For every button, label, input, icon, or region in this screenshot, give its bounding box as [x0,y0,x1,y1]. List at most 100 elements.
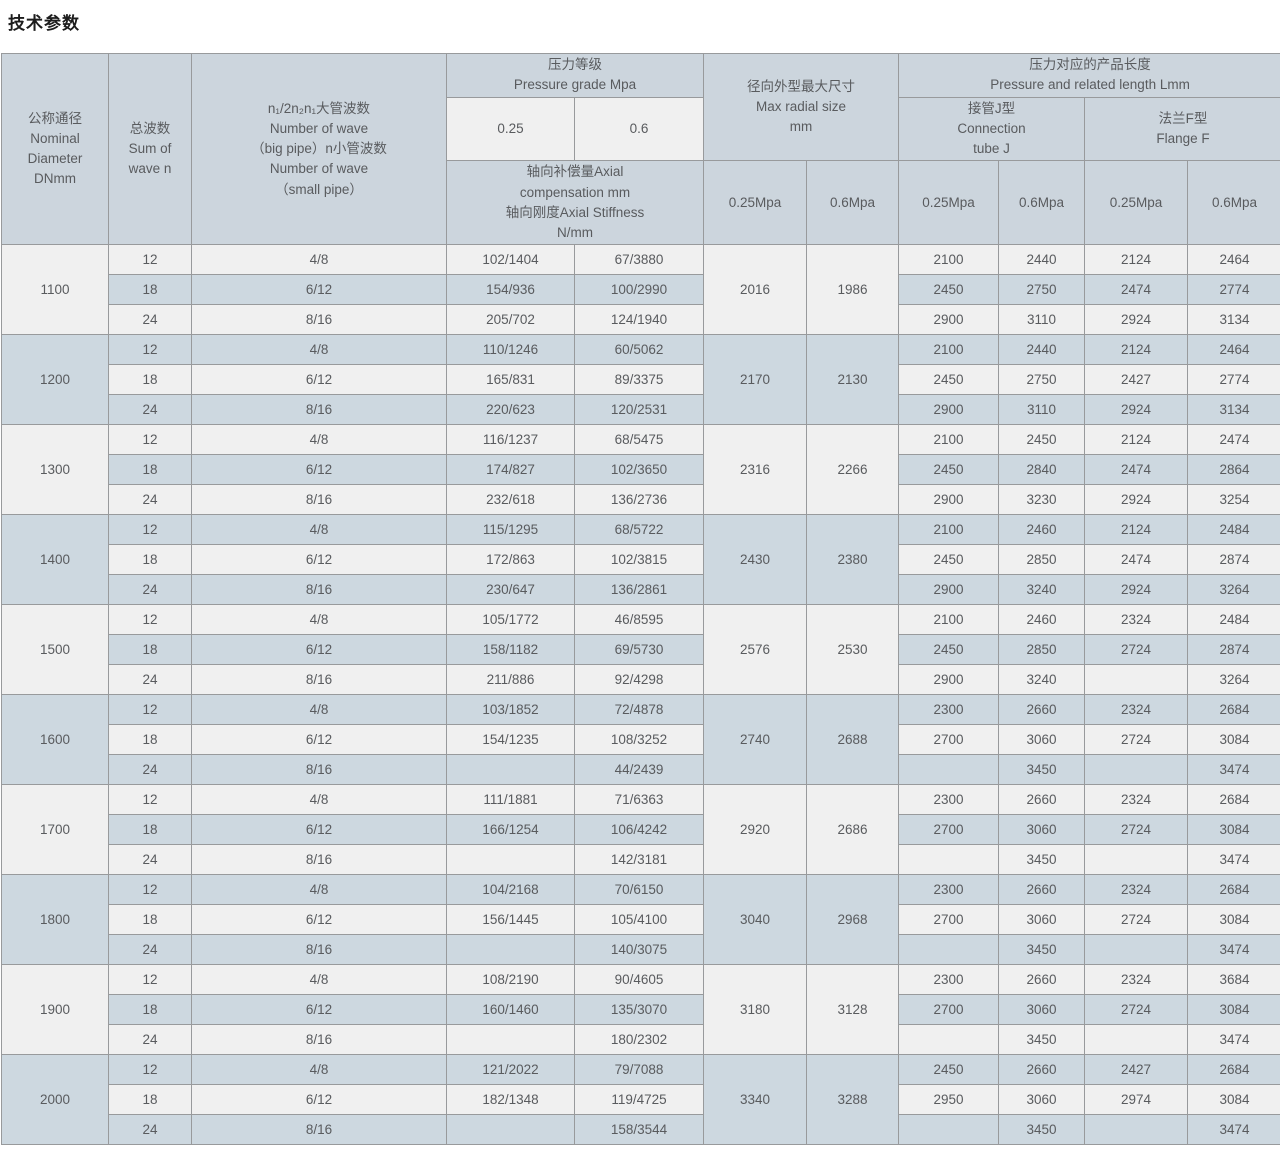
dn-cell: 1800 [1,874,109,966]
j-025-cell: 2450 [898,454,999,486]
header-sum-of-wave: 总波数 Sum of wave n [108,52,192,246]
table-header: 公称通径 Nominal Diameter DNmm 总波数 Sum of wa… [1,52,1280,246]
f-025-cell: 2924 [1084,484,1188,516]
wave-ratio-cell: 6/12 [191,364,447,396]
f-025-cell [1084,1024,1188,1056]
wave-ratio-cell: 8/16 [191,484,447,516]
radial-06-cell: 2686 [806,784,899,876]
table-row: 24 8/16 158/3544 3450 3474 [2,1114,1280,1146]
axial-06-cell: 69/5730 [574,634,704,666]
f-06-cell: 3474 [1186,844,1280,876]
axial-06-cell: 180/2302 [574,1024,704,1056]
dn-cell: 1300 [1,424,109,516]
j-025-cell: 2700 [898,724,999,756]
header-axial-compensation: 轴向补偿量Axial compensation mm 轴向刚度Axial Sti… [446,160,704,246]
j-06-cell: 2660 [998,1054,1085,1086]
radial-06-cell: 2380 [806,514,899,606]
j-06-cell: 3110 [998,394,1085,426]
f-025-cell: 2324 [1084,784,1188,816]
waves-cell: 18 [108,274,192,306]
f-06-cell: 2464 [1186,244,1280,276]
waves-cell: 24 [108,484,192,516]
j-06-cell: 2660 [998,874,1085,906]
axial-025-cell [446,1114,575,1146]
waves-cell: 24 [108,1024,192,1056]
wave-ratio-cell: 4/8 [191,784,447,816]
j-025-cell: 2900 [898,304,999,336]
axial-025-cell: 205/702 [446,304,575,336]
page: 技术参数 公称通径 Nominal Diameter DNmm 总波数 Sum … [0,9,1280,1146]
f-06-cell: 3084 [1186,904,1280,936]
axial-025-cell [446,754,575,786]
table-row: 18 6/12 154/936 100/2990 2450 2750 2474 2774 [2,274,1280,306]
waves-cell: 24 [108,934,192,966]
axial-06-cell: 92/4298 [574,664,704,696]
wave-ratio-cell: 4/8 [191,874,447,906]
axial-06-cell: 105/4100 [574,904,704,936]
radial-06-cell: 2530 [806,604,899,696]
table-row: 24 8/16 44/2439 3450 3474 [2,754,1280,786]
waves-cell: 12 [108,334,192,366]
f-06-cell: 3134 [1186,304,1280,336]
j-025-cell: 2300 [898,874,999,906]
j-06-cell: 2840 [998,454,1085,486]
f-06-cell: 2874 [1186,634,1280,666]
axial-025-cell: 211/886 [446,664,575,696]
f-025-cell: 2724 [1084,634,1188,666]
j-025-cell: 2100 [898,424,999,456]
f-06-cell: 2684 [1186,874,1280,906]
header-wave-numbers: n₁/2n₂n₁大管波数 Number of wave （big pipe）n小… [191,52,447,246]
j-025-cell: 2950 [898,1084,999,1116]
j-06-cell: 2460 [998,604,1085,636]
waves-cell: 12 [108,694,192,726]
waves-cell: 24 [108,844,192,876]
header-radial-025mpa: 0.25Mpa [703,160,807,246]
waves-cell: 18 [108,814,192,846]
j-025-cell: 2450 [898,634,999,666]
j-06-cell: 3060 [998,724,1085,756]
waves-cell: 24 [108,394,192,426]
j-06-cell: 2660 [998,964,1085,996]
header-nominal-diameter: 公称通径 Nominal Diameter DNmm [1,52,109,246]
f-06-cell: 2864 [1186,454,1280,486]
j-06-cell: 3240 [998,574,1085,606]
axial-06-cell: 124/1940 [574,304,704,336]
axial-025-cell: 108/2190 [446,964,575,996]
waves-cell: 24 [108,304,192,336]
axial-025-cell: 232/618 [446,484,575,516]
j-025-cell: 2450 [898,274,999,306]
axial-025-cell: 230/647 [446,574,575,606]
wave-ratio-cell: 4/8 [191,694,447,726]
f-025-cell [1084,844,1188,876]
wave-ratio-cell: 8/16 [191,934,447,966]
waves-cell: 24 [108,754,192,786]
f-06-cell: 3264 [1186,574,1280,606]
f-06-cell: 3474 [1186,1024,1280,1056]
wave-ratio-cell: 6/12 [191,544,447,576]
f-025-cell: 2124 [1084,334,1188,366]
table-row: 1100 12 4/8 102/1404 67/3880 2016 1986 2100 2440… [1,244,1280,336]
radial-06-cell: 2688 [806,694,899,786]
axial-025-cell: 158/1182 [446,634,575,666]
f-06-cell: 3084 [1186,994,1280,1026]
f-025-cell: 2924 [1084,574,1188,606]
dn-cell: 1500 [1,604,109,696]
f-025-cell: 2924 [1084,304,1188,336]
radial-06-cell: 3288 [806,1054,899,1146]
axial-025-cell: 105/1772 [446,604,575,636]
header-max-radial-size: 径向外型最大尺寸 Max radial size mm [703,52,899,162]
table-row: 18 6/12 182/1348 119/4725 2950 3060 2974 3084 [2,1084,1280,1116]
j-025-cell: 2300 [898,784,999,816]
j-06-cell: 2660 [998,784,1085,816]
table-row: 18 6/12 166/1254 106/4242 2700 3060 2724 3084 [2,814,1280,846]
table-row: 24 8/16 211/886 92/4298 2900 3240 3264 [2,664,1280,696]
waves-cell: 12 [108,244,192,276]
axial-025-cell: 160/1460 [446,994,575,1026]
wave-ratio-cell: 4/8 [191,604,447,636]
f-06-cell: 3684 [1186,964,1280,996]
radial-025-cell: 2740 [703,694,807,786]
axial-06-cell: 102/3815 [574,544,704,576]
table-row: 18 6/12 174/827 102/3650 2450 2840 2474 2864 [2,454,1280,486]
j-06-cell: 2460 [998,514,1085,546]
j-025-cell: 2900 [898,394,999,426]
